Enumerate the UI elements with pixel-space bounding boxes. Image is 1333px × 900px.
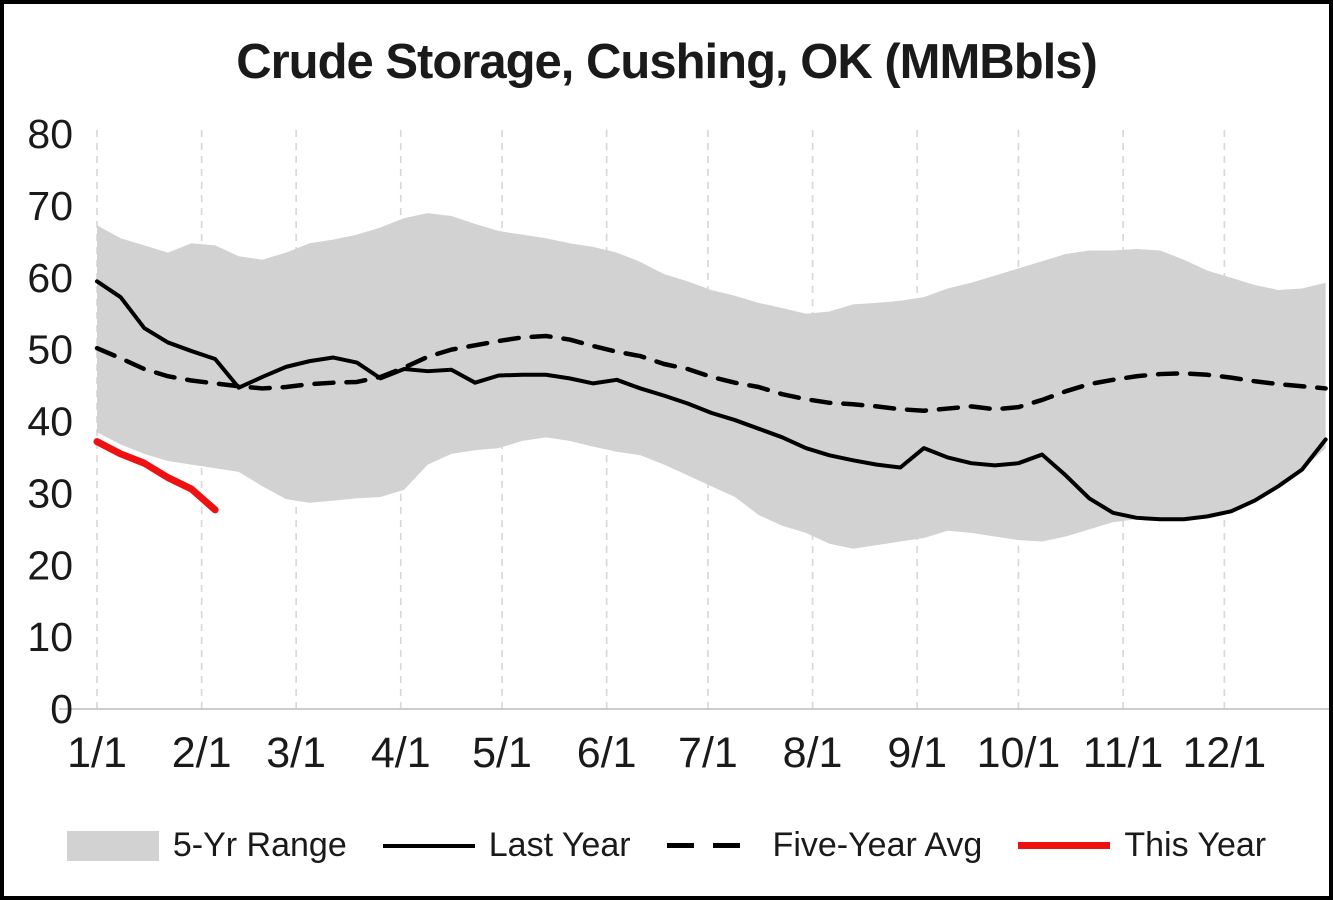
x-tick-label: 4/1 xyxy=(371,729,431,777)
chart-plot-area: 0 10 20 30 40 50 60 70 80 1/1 2/1 3/1 4/1 5/1 6/1 7/1 8/… xyxy=(27,111,1329,777)
legend-label-5yr-range: 5-Yr Range xyxy=(172,826,347,864)
dashed-line-swatch-icon xyxy=(666,843,759,848)
x-tick-label: 10/1 xyxy=(977,729,1061,777)
x-tick-label: 5/1 xyxy=(472,729,532,777)
this-year-line xyxy=(93,438,219,514)
x-tick-label: 9/1 xyxy=(887,729,947,777)
legend-item-five-year-avg: Five-Year Avg xyxy=(666,826,983,865)
x-tick-label: 11/1 xyxy=(1083,729,1164,777)
y-tick-label: 0 xyxy=(50,686,73,732)
five-year-range-band xyxy=(97,213,1326,549)
legend-label-last-year: Last Year xyxy=(488,826,631,864)
y-tick-label: 30 xyxy=(27,470,73,516)
legend-label-five-year-avg: Five-Year Avg xyxy=(772,826,983,864)
y-tick-label: 10 xyxy=(27,614,73,660)
y-tick-label: 80 xyxy=(27,111,73,157)
y-tick-label: 20 xyxy=(27,542,73,588)
y-tick-label: 60 xyxy=(27,255,73,301)
x-tick-label: 2/1 xyxy=(172,729,232,777)
chart-title: Crude Storage, Cushing, OK (MMBbls) xyxy=(236,35,1098,89)
y-tick-label: 40 xyxy=(27,399,73,445)
x-tick-label: 12/1 xyxy=(1183,729,1267,777)
x-tick-label: 1/1 xyxy=(67,729,127,777)
solid-line-swatch-icon xyxy=(382,843,475,848)
chart-legend: 5-Yr Range Last Year Five-Year Avg This … xyxy=(4,826,1329,865)
legend-item-this-year: This Year xyxy=(1018,826,1266,865)
legend-label-this-year: This Year xyxy=(1124,826,1267,864)
range-area-swatch-icon xyxy=(66,830,159,861)
legend-item-last-year: Last Year xyxy=(382,826,631,865)
x-tick-label: 7/1 xyxy=(678,729,738,777)
y-tick-label: 70 xyxy=(27,183,73,229)
x-tick-label: 3/1 xyxy=(266,729,326,777)
red-line-swatch-icon xyxy=(1018,842,1111,849)
x-tick-label: 8/1 xyxy=(783,729,843,777)
legend-item-5yr-range: 5-Yr Range xyxy=(66,826,347,865)
x-tick-label: 6/1 xyxy=(577,729,637,777)
five-year-avg-line xyxy=(94,333,1328,413)
y-tick-label: 50 xyxy=(27,327,73,373)
last-year-line xyxy=(95,279,1328,522)
